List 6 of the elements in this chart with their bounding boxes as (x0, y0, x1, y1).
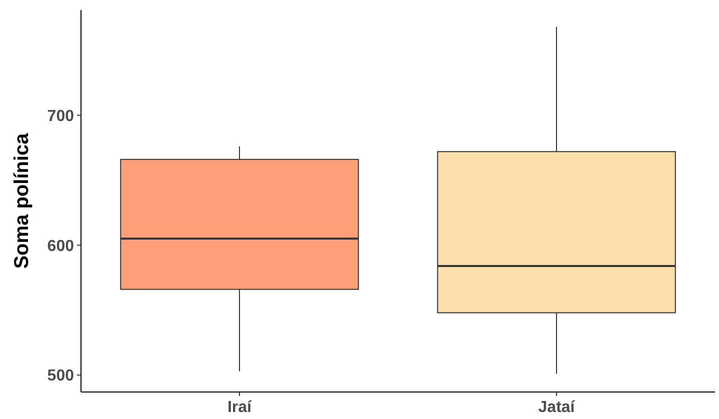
y-tick-label: 600 (47, 238, 74, 255)
y-tick-label: 700 (47, 108, 74, 125)
y-axis-title: Soma polínica (11, 132, 33, 269)
x-tick-label: Jataí (538, 399, 576, 416)
y-tick-label: 500 (47, 368, 74, 385)
x-tick-label: Iraí (227, 399, 252, 416)
